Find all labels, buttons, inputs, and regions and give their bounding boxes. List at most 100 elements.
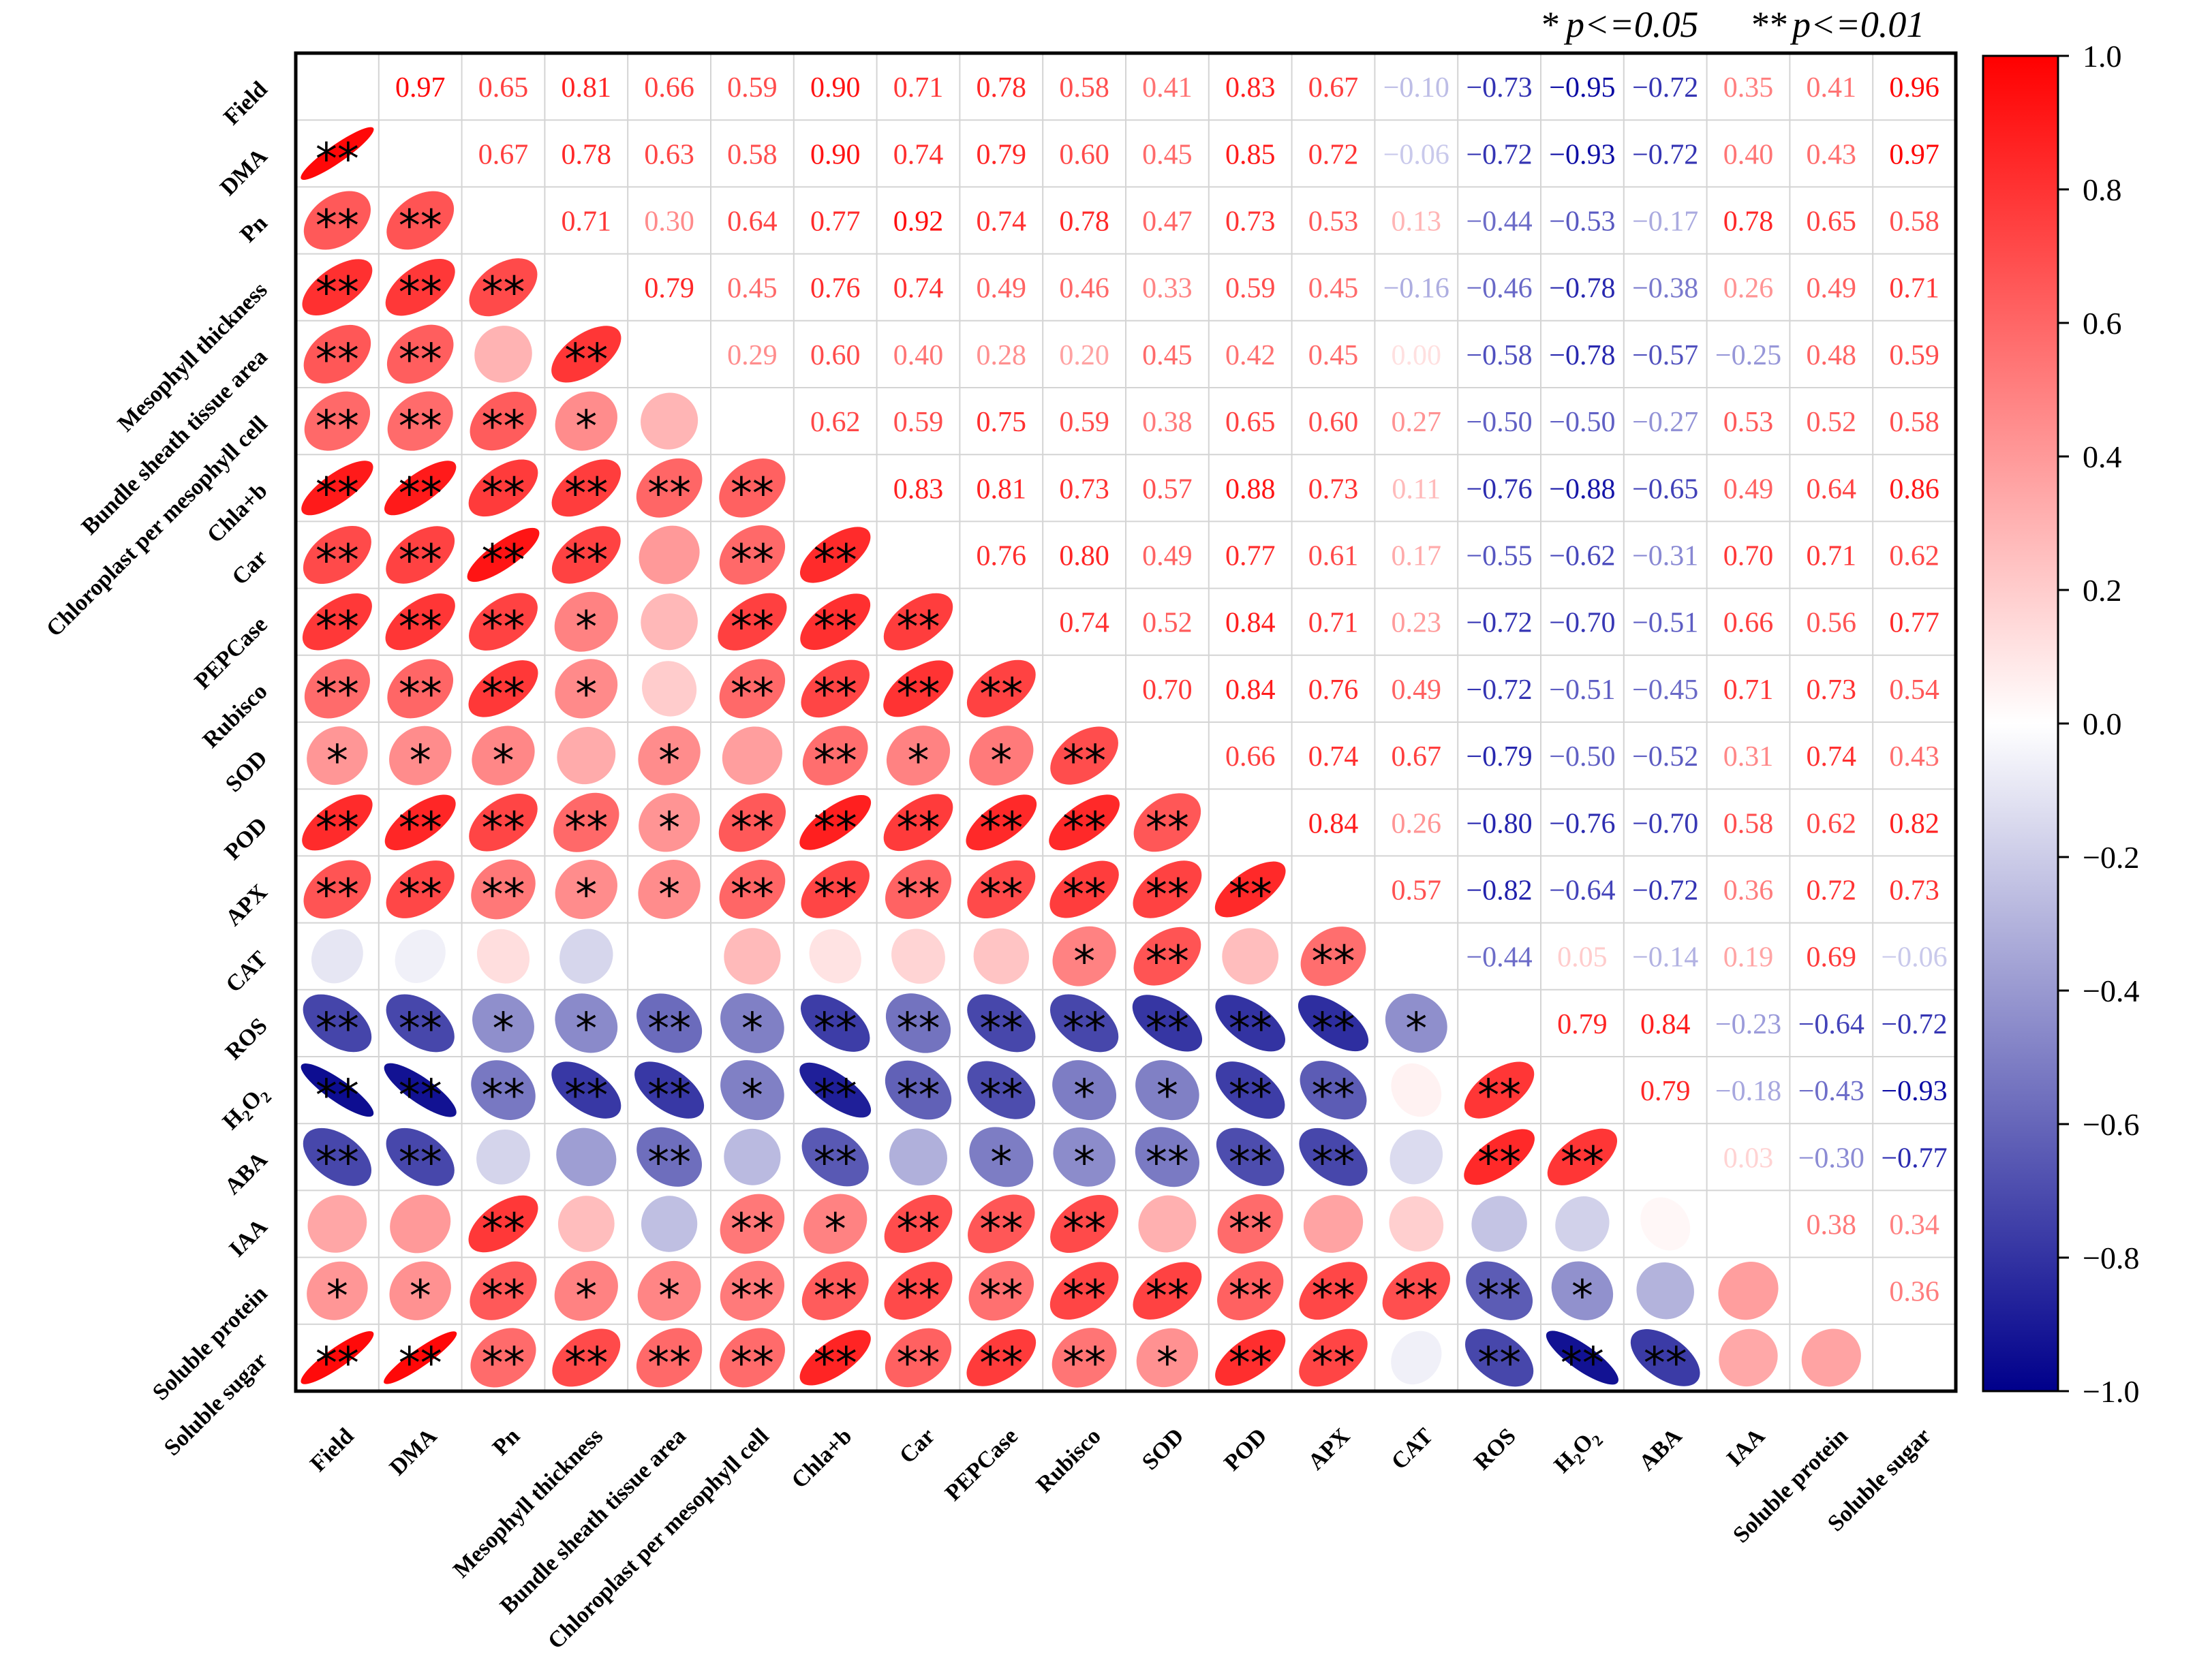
significance-mark: **	[399, 670, 442, 720]
corr-value: 0.57	[1142, 473, 1193, 505]
corr-ellipse	[1217, 1261, 1284, 1320]
corr-value: 0.54	[1889, 674, 1939, 706]
corr-value: 0.82	[1889, 808, 1939, 839]
corr-value: 0.62	[810, 407, 861, 438]
significance-mark: *	[1073, 1138, 1095, 1188]
corr-ellipse	[386, 526, 455, 584]
corr-ellipse	[1052, 926, 1116, 986]
significance-mark: *	[741, 1071, 763, 1121]
corr-ellipse	[301, 127, 374, 180]
significance-mark: **	[482, 1071, 525, 1121]
significance-mark: **	[814, 670, 857, 720]
significance-mark: **	[647, 469, 691, 519]
corr-ellipse	[638, 726, 701, 785]
corr-ellipse	[471, 1060, 536, 1120]
corr-ellipse	[1391, 1331, 1442, 1385]
corr-ellipse	[645, 930, 694, 983]
row-label: APX	[221, 880, 273, 931]
corr-ellipse	[636, 458, 703, 518]
significance-mark: **	[316, 803, 359, 854]
corr-ellipse	[1636, 1262, 1694, 1320]
corr-ellipse	[636, 1127, 702, 1187]
corr-value: −0.44	[1467, 942, 1533, 974]
corr-ellipse	[470, 391, 537, 451]
significance-mark: **	[399, 603, 442, 653]
corr-ellipse	[301, 1331, 374, 1384]
significance-mark: **	[1312, 1138, 1355, 1188]
significance-mark: *	[575, 871, 597, 921]
corr-ellipse	[800, 593, 871, 651]
significance-mark: **	[399, 469, 442, 519]
corr-ellipse	[555, 860, 617, 919]
corr-ellipse	[1214, 861, 1286, 918]
corr-ellipse	[551, 526, 621, 584]
corr-value: −0.50	[1467, 407, 1533, 438]
significance-mark: **	[814, 871, 857, 921]
significance-mark: **	[1062, 736, 1106, 787]
column-label: H2O2	[1550, 1423, 1607, 1480]
corr-ellipse	[386, 1127, 455, 1186]
significance-mark: **	[979, 803, 1023, 854]
significance-mark: **	[897, 1272, 940, 1322]
corr-ellipse	[638, 860, 701, 919]
significance-mark: **	[897, 1071, 940, 1121]
plot-border	[294, 51, 1958, 1393]
corr-ellipse	[384, 461, 457, 516]
corr-value: 0.61	[1308, 541, 1359, 572]
significance-mark: **	[564, 536, 608, 587]
significance-mark: **	[482, 268, 525, 319]
corr-value: 0.79	[1640, 1076, 1691, 1107]
row-label: Chla+b	[202, 478, 273, 548]
corr-ellipse	[555, 391, 617, 451]
correlation-cells: 0.97 0.65 0.81 0.66 0.59 0.90 0.71 0.78 0.58 0.41…	[301, 72, 1948, 1389]
row-label: ROS	[221, 1013, 273, 1065]
corr-ellipse	[471, 859, 536, 920]
corr-ellipse	[1050, 726, 1118, 785]
corr-value: −0.93	[1549, 139, 1615, 170]
corr-value: −0.95	[1549, 72, 1615, 104]
corr-value: 0.58	[1059, 72, 1109, 104]
significance-mark: **	[1312, 1272, 1355, 1322]
corr-value: 0.59	[727, 72, 778, 104]
corr-value: −0.72	[1882, 1009, 1948, 1040]
corr-value: −0.70	[1549, 608, 1615, 639]
corr-value: 0.31	[1723, 741, 1774, 773]
corr-value: 0.62	[1807, 808, 1857, 839]
corr-value: 0.74	[893, 273, 944, 305]
corr-value: −0.78	[1549, 340, 1615, 371]
significance-mark: **	[1062, 1004, 1106, 1055]
corr-value: 0.71	[1889, 273, 1939, 305]
column-label: DMA	[385, 1423, 442, 1480]
significance-mark: **	[647, 1339, 691, 1389]
corr-ellipse	[385, 258, 455, 316]
row-label: H2O2	[218, 1080, 275, 1138]
corr-value: 0.49	[1807, 273, 1857, 305]
corr-value: 0.53	[1308, 206, 1359, 238]
corr-value: 0.60	[1308, 407, 1359, 438]
corr-value: −0.65	[1632, 473, 1698, 505]
corr-ellipse	[799, 527, 871, 583]
corr-ellipse	[307, 1195, 367, 1253]
corr-ellipse	[1300, 927, 1366, 986]
significance-mark: *	[658, 803, 680, 854]
significance-mark: **	[1229, 1004, 1272, 1055]
corr-value: 0.58	[1889, 407, 1939, 438]
corr-value: 0.43	[1889, 741, 1939, 773]
corr-value: −0.46	[1467, 273, 1533, 305]
significance-mark: **	[647, 1071, 691, 1121]
corr-ellipse	[799, 794, 872, 850]
significance-mark: **	[897, 803, 940, 854]
corr-value: 0.58	[727, 139, 778, 170]
significance-mark: **	[564, 1339, 608, 1389]
significance-mark: **	[399, 536, 442, 587]
significance-mark: *	[575, 1272, 597, 1322]
corr-value: 0.73	[1807, 674, 1857, 706]
corr-ellipse	[720, 1060, 784, 1121]
corr-value: 0.69	[1807, 942, 1857, 974]
colorbar-tick-label: −0.6	[2083, 1107, 2139, 1142]
corr-value: −0.72	[1632, 875, 1698, 907]
corr-value: −0.72	[1467, 674, 1533, 706]
significance-mark: **	[316, 871, 359, 921]
corr-value: 0.86	[1889, 473, 1939, 505]
corr-ellipse	[557, 1196, 615, 1252]
